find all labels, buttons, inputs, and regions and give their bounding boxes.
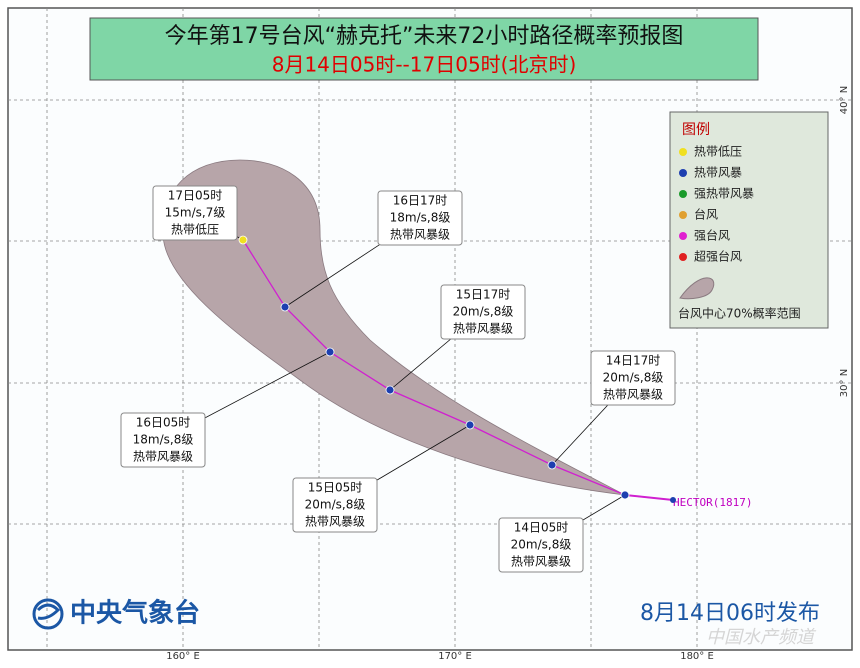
title: 今年第17号台风“赫克托”未来72小时路径概率预报图 [165,24,684,49]
point-wind: 20m/s,8级 [603,371,664,385]
legend-symbol [679,211,687,219]
point-level: 热带风暴级 [453,322,513,336]
point-level: 热带风暴级 [133,450,193,464]
point-time: 15日17时 [456,288,511,302]
agency: 中央气象台 [70,598,200,629]
title-box [89,17,759,81]
point-wind: 20m/s,8级 [305,498,366,512]
label-box [498,517,584,573]
legend-symbol [679,169,687,177]
track [242,239,674,501]
point-wind: 18m/s,8级 [390,211,451,225]
label-box [152,185,238,241]
label-box [292,477,378,533]
point-time: 14日05时 [514,521,569,535]
label-box [120,412,206,468]
track-segment [624,494,674,501]
track-point [465,420,475,430]
map-frame [7,7,853,651]
track-point [385,385,395,395]
track-point [325,347,335,357]
graticule [8,8,852,650]
point-time: 16日05时 [136,416,191,430]
point-wind: 20m/s,8级 [453,305,514,319]
point-wind: 18m/s,8级 [133,433,194,447]
lon-label: 180° E [680,651,714,662]
point-wind: 20m/s,8级 [511,538,572,552]
lat-label: 30° N [839,369,850,397]
legend-label: 台风 [694,207,718,222]
point-level: 热带风暴级 [511,555,571,569]
legend-label: 强台风 [694,228,730,243]
point-level: 热带风暴级 [603,388,663,402]
point-time: 16日17时 [393,194,448,208]
track-point [280,302,290,312]
lat-label: 40° N [839,86,850,114]
point-time: 17日05时 [168,189,223,203]
subtitle: 8月14日05时--17日05时(北京时) [272,53,577,77]
watermark: 中国水产频道 [706,627,817,648]
track-point [620,490,630,500]
agency-logo [32,598,64,630]
lon-label: 170° E [438,651,472,662]
point-wind: 15m/s,7级 [165,206,226,220]
point-time: 15日05时 [308,481,363,495]
legend-label: 热带低压 [694,145,742,159]
probability-cone [162,159,626,496]
legend-symbol [679,148,687,156]
legend-label: 热带风暴 [694,166,742,180]
lon-label: 160° E [166,651,200,662]
track-point [238,235,248,245]
legend-cone-icon [679,277,715,300]
label-box [590,350,676,406]
legend-symbol [679,190,687,198]
point-level: 热带风暴级 [305,515,365,529]
current-point [670,497,676,503]
point-level: 热带风暴级 [390,228,450,242]
legend-cone-label: 台风中心70%概率范围 [678,306,801,321]
point-time: 14日17时 [606,354,661,368]
label-box [440,284,526,340]
track-point [547,460,557,470]
issued: 8月14日06时发布 [640,601,820,626]
label-box [377,190,463,246]
point-level: 热带低压 [171,223,219,237]
legend-symbol [679,253,687,261]
storm-label: HECTOR(1817) [673,496,752,509]
legend-label: 强热带风暴 [694,187,754,201]
legend-label: 超强台风 [694,249,742,264]
legend-title: 图例 [682,122,710,138]
legend-symbol [679,232,687,240]
